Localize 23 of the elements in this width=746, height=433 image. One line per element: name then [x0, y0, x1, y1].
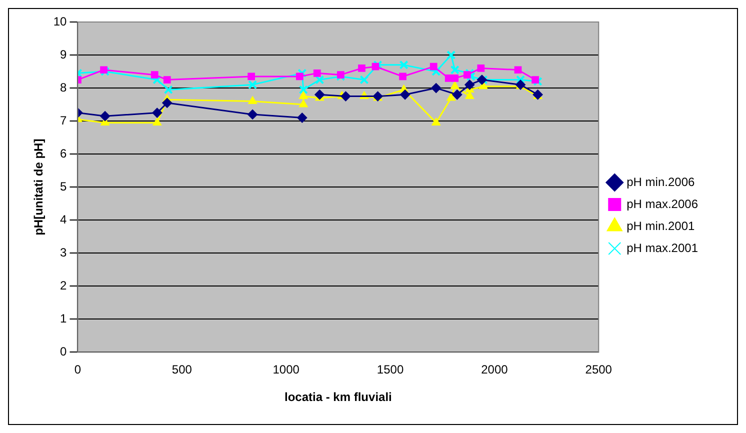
- y-tick-label: 4: [60, 212, 68, 226]
- legend-label: pH min.2001: [626, 218, 695, 233]
- x-tick-label: 1000: [272, 362, 300, 377]
- legend-label: pH max.2001: [626, 240, 698, 255]
- y-tick-label: 1: [60, 311, 68, 326]
- y-tick-label: 2: [60, 278, 68, 292]
- y-axis-title: pH[unitati de pH]: [32, 138, 46, 236]
- x-tick-label: 0: [74, 362, 82, 377]
- y-tick-label: 3: [60, 245, 68, 260]
- y-tick-label: 6: [60, 146, 68, 160]
- y-tick-label: 0: [60, 344, 68, 359]
- legend-label: pH min.2006: [626, 174, 695, 189]
- y-tick-label: 5: [60, 179, 68, 194]
- y-tick-label: 9: [60, 47, 68, 62]
- y-tick-label: 10: [53, 14, 68, 28]
- x-tick-label: 1500: [376, 362, 404, 377]
- x-tick-label: 2500: [585, 362, 612, 377]
- x-tick-label: 500: [172, 362, 192, 377]
- x-axis-title: locatia - km fluviali: [284, 390, 392, 404]
- y-tick-label: 8: [60, 80, 68, 94]
- y-tick-label: 7: [60, 113, 68, 128]
- x-tick-label: 2000: [481, 362, 508, 377]
- legend-label: pH max.2006: [626, 196, 698, 211]
